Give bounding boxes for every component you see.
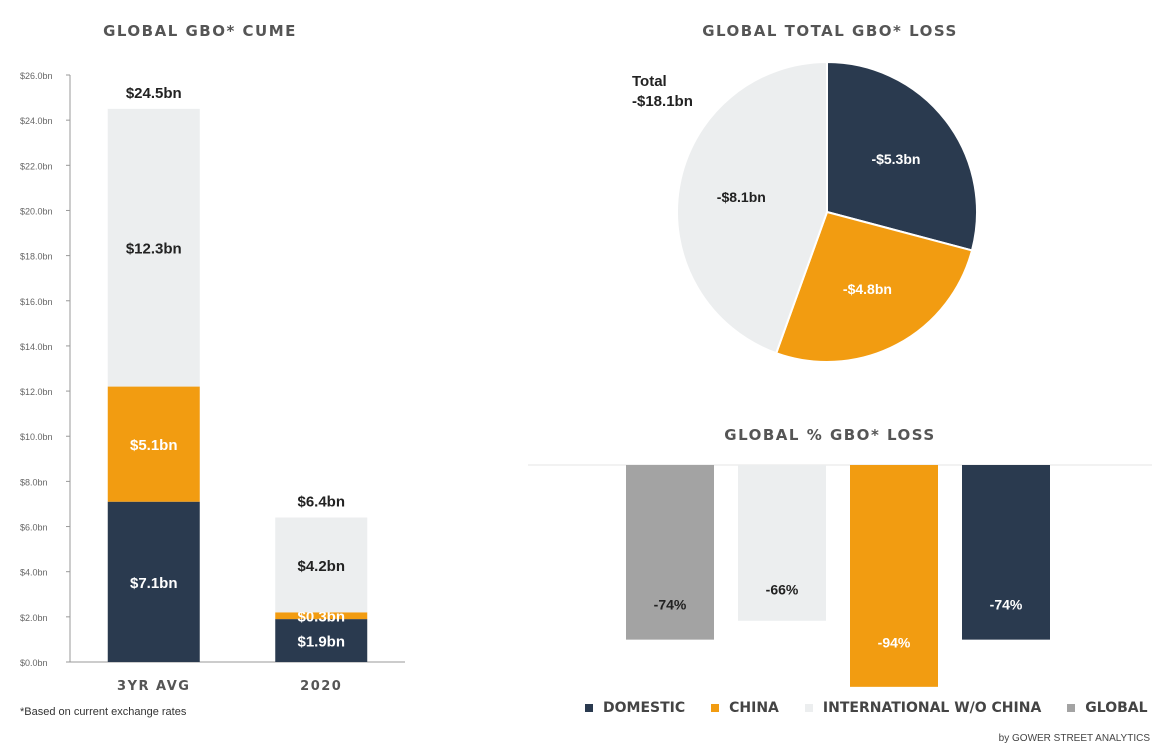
cume-y-tick-label: $16.0bn [20, 297, 53, 307]
pct-bar-label: -74% [654, 597, 687, 613]
cume-x-tick-label: 3YR AVG [117, 679, 190, 694]
cume-bar-segment [107, 501, 200, 662]
cume-x-tick-label: 2020 [300, 679, 342, 694]
cume-bar-label: $7.1bn [130, 575, 178, 592]
cume-bar-segment [275, 517, 368, 613]
legend-swatch [585, 704, 593, 712]
cume-bar-label: $1.9bn [297, 634, 345, 651]
pie-slice-label: -$4.8bn [843, 281, 892, 297]
cume-total-label: $24.5bn [126, 85, 182, 102]
pie-slice [774, 210, 974, 363]
cume-y-tick-label: $20.0bn [20, 206, 53, 216]
legend-item: DOMESTIC [585, 700, 685, 716]
pct-loss-chart-title: GLOBAL % GBO* LOSS [724, 426, 936, 444]
legend-label: CHINA [729, 700, 779, 716]
cume-y-tick-label: $14.0bn [20, 342, 53, 352]
pct-bar [962, 465, 1050, 640]
pct-bar [738, 465, 826, 621]
cume-y-tick-label: $2.0bn [20, 613, 48, 623]
legend-swatch [1067, 704, 1076, 712]
pie-slice-label: -$5.3bn [871, 151, 920, 167]
pie-total-label: -$18.1bn [632, 93, 693, 110]
cume-y-tick-label: $18.0bn [20, 252, 53, 262]
pct-bar-label: -66% [766, 582, 799, 598]
cume-y-tick-label: $26.0bn [20, 71, 53, 81]
legend-swatch [804, 704, 813, 712]
pie-slice [826, 60, 978, 252]
pct-bar-label: -94% [878, 634, 911, 650]
loss-pie-title: GLOBAL TOTAL GBO* LOSS [702, 22, 958, 40]
cume-y-tick-label: $0.0bn [20, 658, 48, 668]
cume-y-tick-label: $4.0bn [20, 568, 48, 578]
cume-bar-segment [275, 612, 368, 620]
pct-bar [850, 465, 938, 687]
pct-bar-label: -74% [990, 597, 1023, 613]
cume-y-tick-label: $24.0bn [20, 116, 53, 126]
cume-bar-segment [275, 619, 368, 662]
cume-bar-label: $12.3bn [126, 241, 182, 258]
legend-label: GLOBAL [1085, 700, 1148, 716]
cume-chart-title: GLOBAL GBO* CUME [103, 22, 297, 40]
pct-bar [626, 465, 714, 640]
legend: DOMESTIC CHINA INTERNATIONAL W/O CHINA GLOB… [585, 700, 1148, 716]
legend-swatch [711, 704, 720, 712]
cume-y-tick-label: $6.0bn [20, 523, 48, 533]
cume-y-tick-label: $8.0bn [20, 477, 48, 487]
pie-slice-label: -$8.1bn [717, 189, 766, 205]
cume-y-tick-label: $22.0bn [20, 161, 53, 171]
footnote: *Based on current exchange rates [20, 706, 187, 718]
cume-bar-label: $5.1bn [130, 437, 178, 454]
cume-bar-segment [107, 386, 200, 502]
legend-label: DOMESTIC [603, 700, 686, 716]
legend-item: GLOBAL [1067, 700, 1148, 716]
pie-total-label: Total [632, 73, 667, 90]
legend-label: INTERNATIONAL W/O CHINA [822, 700, 1042, 716]
cume-bar-label: $0.3bn [297, 609, 345, 626]
cume-bar-label: $4.2bn [297, 558, 345, 575]
pie-slice [676, 60, 828, 355]
credit: by GOWER STREET ANALYTICS [998, 733, 1150, 744]
cume-bar-segment [107, 108, 200, 387]
legend-item: CHINA [711, 700, 779, 716]
cume-total-label: $6.4bn [297, 494, 345, 511]
cume-y-tick-label: $12.0bn [20, 387, 53, 397]
legend-item: INTERNATIONAL W/O CHINA [804, 700, 1042, 716]
cume-y-tick-label: $10.0bn [20, 432, 53, 442]
